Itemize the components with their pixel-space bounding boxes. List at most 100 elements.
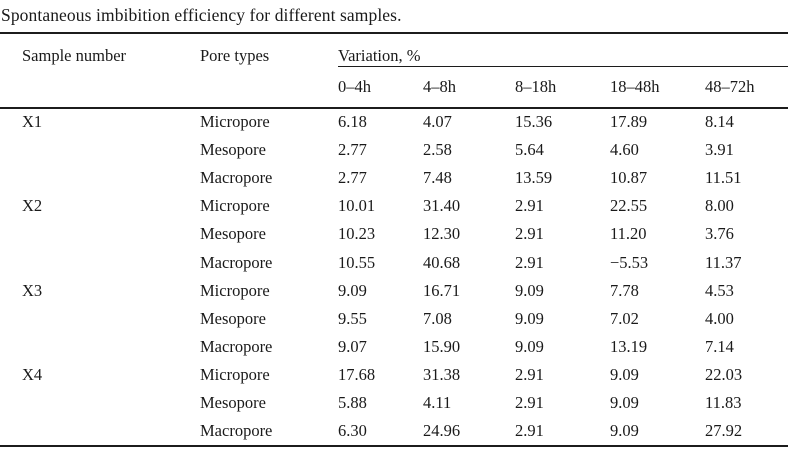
- value-cell: 8.00: [705, 196, 734, 216]
- value-cell: 4.11: [423, 393, 452, 413]
- value-cell: 2.91: [515, 224, 544, 244]
- value-cell: 2.77: [338, 167, 367, 187]
- table-row: X2 Micropore 10.01 31.40 2.91 22.55 8.00: [0, 192, 788, 220]
- value-cell: 5.64: [515, 139, 544, 159]
- value-cell: 6.18: [338, 112, 367, 132]
- col-header-time-8-18h: 8–18h: [515, 76, 557, 96]
- value-cell: 17.68: [338, 365, 376, 385]
- pore-type-cell: Mesopore: [200, 224, 266, 244]
- pore-type-cell: Macropore: [200, 252, 273, 272]
- sample-cell: [0, 333, 200, 361]
- sample-cell: [0, 164, 200, 192]
- value-cell: 17.89: [610, 112, 648, 132]
- value-cell: 7.02: [610, 308, 639, 328]
- value-cell: 13.59: [515, 167, 553, 187]
- table-row: Mesopore 5.88 4.11 2.91 9.09 11.83: [0, 389, 788, 417]
- table-title: Spontaneous imbibition efficiency for di…: [1, 5, 402, 25]
- value-cell: 4.53: [705, 280, 734, 300]
- table-header: Sample number Pore types Variation, % 0–…: [0, 33, 788, 108]
- value-cell: 13.19: [610, 337, 648, 357]
- table-row: Macropore 10.55 40.68 2.91 −5.53 11.37: [0, 248, 788, 276]
- value-cell: 24.96: [423, 421, 461, 441]
- value-cell: 7.08: [423, 308, 452, 328]
- header-row-main: Sample number Pore types Variation, %: [0, 33, 788, 67]
- col-header-time-48-72h: 48–72h: [705, 76, 755, 96]
- pore-type-cell: Macropore: [200, 337, 273, 357]
- value-cell: 11.51: [705, 167, 742, 187]
- value-cell: 9.09: [515, 308, 544, 328]
- pore-type-cell: Micropore: [200, 196, 270, 216]
- value-cell: 4.07: [423, 112, 452, 132]
- pore-type-cell: Mesopore: [200, 308, 266, 328]
- col-header-time-4-8h: 4–8h: [423, 76, 456, 96]
- value-cell: 2.91: [515, 196, 544, 216]
- col-header-pore-types: Pore types: [200, 46, 270, 65]
- sample-cell: X2: [22, 196, 43, 216]
- value-cell: 31.40: [423, 196, 461, 216]
- col-header-variation: Variation, %: [338, 33, 788, 67]
- pore-type-cell: Macropore: [200, 421, 273, 441]
- col-header-time-0-4h: 0–4h: [338, 76, 371, 96]
- table-body: X1 Micropore 6.18 4.07 15.36 17.89 8.14 …: [0, 108, 788, 446]
- sample-cell: [0, 136, 200, 164]
- col-header-time-18-48h: 18–48h: [610, 76, 660, 96]
- value-cell: 27.92: [705, 421, 743, 441]
- value-cell: 7.78: [610, 280, 639, 300]
- value-cell: 40.68: [423, 252, 461, 272]
- table-row: X3 Micropore 9.09 16.71 9.09 7.78 4.53: [0, 277, 788, 305]
- value-cell: 10.23: [338, 224, 376, 244]
- value-cell: 9.07: [338, 337, 367, 357]
- pore-type-cell: Macropore: [200, 167, 273, 187]
- table-row: Macropore 9.07 15.90 9.09 13.19 7.14: [0, 333, 788, 361]
- value-cell: 10.55: [338, 252, 376, 272]
- value-cell: 2.91: [515, 252, 544, 272]
- sample-cell: [0, 418, 200, 446]
- value-cell: 10.01: [338, 196, 376, 216]
- value-cell: 9.09: [515, 280, 544, 300]
- sample-cell: X1: [22, 112, 43, 132]
- value-cell: 9.09: [338, 280, 367, 300]
- value-cell: 7.48: [423, 167, 452, 187]
- value-cell: 22.03: [705, 365, 743, 385]
- table-row: Mesopore 10.23 12.30 2.91 11.20 3.76: [0, 220, 788, 248]
- value-cell: 9.09: [610, 365, 639, 385]
- value-cell: 6.30: [338, 421, 367, 441]
- value-cell: 5.88: [338, 393, 367, 413]
- imbibition-table: Sample number Pore types Variation, % 0–…: [0, 32, 788, 447]
- pore-type-cell: Micropore: [200, 365, 270, 385]
- pore-type-cell: Micropore: [200, 280, 270, 300]
- value-cell: −5.53: [610, 252, 649, 272]
- value-cell: 4.60: [610, 139, 639, 159]
- pore-type-cell: Micropore: [200, 112, 270, 132]
- sample-cell: [0, 305, 200, 333]
- sample-cell: X4: [22, 365, 43, 385]
- value-cell: 10.87: [610, 167, 648, 187]
- sample-cell: [0, 220, 200, 248]
- table-row: Mesopore 2.77 2.58 5.64 4.60 3.91: [0, 136, 788, 164]
- sample-cell: [0, 389, 200, 417]
- col-header-sample-number: Sample number: [22, 46, 127, 65]
- table-row: X4 Micropore 17.68 31.38 2.91 9.09 22.03: [0, 361, 788, 389]
- table-row: Macropore 6.30 24.96 2.91 9.09 27.92: [0, 418, 788, 446]
- value-cell: 2.91: [515, 393, 544, 413]
- value-cell: 2.91: [515, 365, 544, 385]
- value-cell: 11.83: [705, 393, 742, 413]
- value-cell: 11.20: [610, 224, 647, 244]
- value-cell: 22.55: [610, 196, 648, 216]
- value-cell: 2.58: [423, 139, 452, 159]
- table-row: Macropore 2.77 7.48 13.59 10.87 11.51: [0, 164, 788, 192]
- header-row-times: 0–4h 4–8h 8–18h 18–48h 48–72h: [0, 67, 788, 108]
- value-cell: 3.76: [705, 224, 734, 244]
- sample-cell: X3: [22, 280, 43, 300]
- value-cell: 31.38: [423, 365, 461, 385]
- value-cell: 2.91: [515, 421, 544, 441]
- value-cell: 2.77: [338, 139, 367, 159]
- pore-type-cell: Mesopore: [200, 139, 266, 159]
- value-cell: 11.37: [705, 252, 742, 272]
- value-cell: 9.55: [338, 308, 367, 328]
- table-row: Mesopore 9.55 7.08 9.09 7.02 4.00: [0, 305, 788, 333]
- value-cell: 9.09: [515, 337, 544, 357]
- value-cell: 3.91: [705, 139, 734, 159]
- value-cell: 8.14: [705, 112, 734, 132]
